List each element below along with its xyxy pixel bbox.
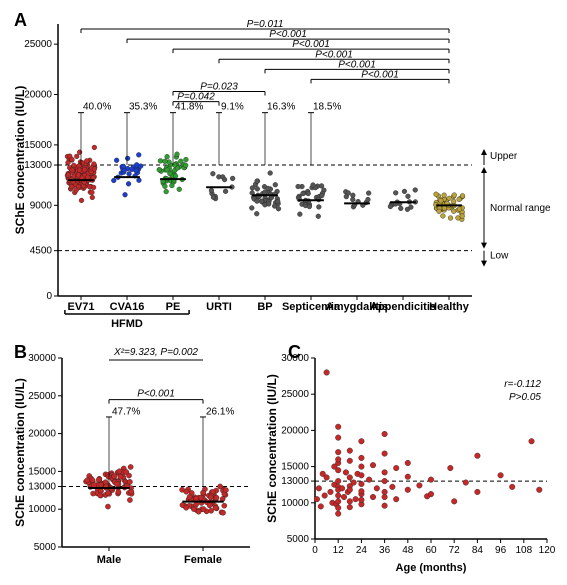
panel-c-label: C xyxy=(288,342,301,363)
svg-text:47.7%: 47.7% xyxy=(112,407,140,418)
svg-text:72: 72 xyxy=(449,545,461,556)
svg-text:HFMD: HFMD xyxy=(111,318,143,330)
svg-text:Healthy: Healthy xyxy=(429,301,470,313)
svg-text:Normal range: Normal range xyxy=(490,203,551,214)
svg-text:20000: 20000 xyxy=(24,90,52,101)
figure: A 04500900013000150002000025000SChE conc… xyxy=(10,10,557,575)
svg-text:48: 48 xyxy=(402,545,414,556)
svg-text:120: 120 xyxy=(539,545,556,556)
svg-text:P>0.05: P>0.05 xyxy=(509,392,541,403)
panel-b-chart: 5000 10000 13000 15000 20000 25000 30000 SChE c… xyxy=(10,340,260,575)
svg-text:15000: 15000 xyxy=(281,462,309,473)
svg-text:25000: 25000 xyxy=(28,391,56,402)
svg-text:EV71: EV71 xyxy=(68,301,95,313)
svg-text:5000: 5000 xyxy=(34,542,57,553)
svg-text:12: 12 xyxy=(333,545,345,556)
panel-c-chart: 5000100001300015000200002500030000012243… xyxy=(260,340,557,575)
svg-text:40.0%: 40.0% xyxy=(83,102,111,113)
svg-text:0: 0 xyxy=(46,291,52,302)
svg-text:26.1%: 26.1% xyxy=(206,407,234,418)
svg-text:P<0.001: P<0.001 xyxy=(137,389,175,400)
panel-a-label: A xyxy=(14,10,27,31)
svg-text:P<0.001: P<0.001 xyxy=(361,69,399,80)
svg-text:CVA16: CVA16 xyxy=(110,301,145,313)
svg-text:9.1%: 9.1% xyxy=(221,102,244,113)
svg-text:36: 36 xyxy=(379,545,391,556)
svg-text:20000: 20000 xyxy=(281,425,309,436)
svg-text:15000: 15000 xyxy=(28,466,56,477)
svg-text:108: 108 xyxy=(515,545,532,556)
svg-text:URTI: URTI xyxy=(206,301,232,313)
svg-text:BP: BP xyxy=(257,301,272,313)
svg-text:25000: 25000 xyxy=(24,39,52,50)
svg-text:9000: 9000 xyxy=(30,200,53,211)
svg-text:Age (months): Age (months) xyxy=(396,562,467,574)
svg-text:SChE concentration (IU/L): SChE concentration (IU/L) xyxy=(13,86,27,235)
svg-text:Female: Female xyxy=(184,554,222,566)
svg-text:0: 0 xyxy=(312,545,318,556)
svg-text:35.3%: 35.3% xyxy=(129,102,157,113)
svg-text:P=0.042: P=0.042 xyxy=(177,92,215,103)
svg-text:16.3%: 16.3% xyxy=(267,102,295,113)
panel-b-label: B xyxy=(14,342,27,363)
svg-text:10000: 10000 xyxy=(281,498,309,509)
svg-text:20000: 20000 xyxy=(28,429,56,440)
svg-text:PE: PE xyxy=(166,301,181,313)
svg-text:13000: 13000 xyxy=(24,160,52,171)
svg-text:18.5%: 18.5% xyxy=(313,102,341,113)
svg-text:5000: 5000 xyxy=(287,534,310,545)
svg-text:SChE concentration (IU/L): SChE concentration (IU/L) xyxy=(13,378,27,527)
svg-text:Appendicitis: Appendicitis xyxy=(370,301,436,313)
svg-text:24: 24 xyxy=(356,545,368,556)
svg-text:84: 84 xyxy=(472,545,484,556)
panel-a-chart: 0 4500 9000 13000 15000 20000 25000 SChE concen… xyxy=(10,10,557,340)
svg-text:13000: 13000 xyxy=(281,476,309,487)
svg-text:Upper: Upper xyxy=(490,151,518,162)
svg-text:15000: 15000 xyxy=(24,140,52,151)
svg-text:Low: Low xyxy=(490,251,509,262)
svg-text:4500: 4500 xyxy=(30,246,53,257)
svg-text:r=-0.112: r=-0.112 xyxy=(504,379,541,390)
svg-text:41.8%: 41.8% xyxy=(175,102,203,113)
svg-text:60: 60 xyxy=(425,545,437,556)
svg-text:X²=9.323, P=0.002: X²=9.323, P=0.002 xyxy=(113,347,198,358)
svg-text:96: 96 xyxy=(495,545,507,556)
svg-text:13000: 13000 xyxy=(28,482,56,493)
svg-text:10000: 10000 xyxy=(28,504,56,515)
svg-text:SChE concentration (IU/L): SChE concentration (IU/L) xyxy=(265,374,279,523)
svg-text:25000: 25000 xyxy=(281,389,309,400)
svg-text:Male: Male xyxy=(97,554,121,566)
svg-text:30000: 30000 xyxy=(28,353,56,364)
